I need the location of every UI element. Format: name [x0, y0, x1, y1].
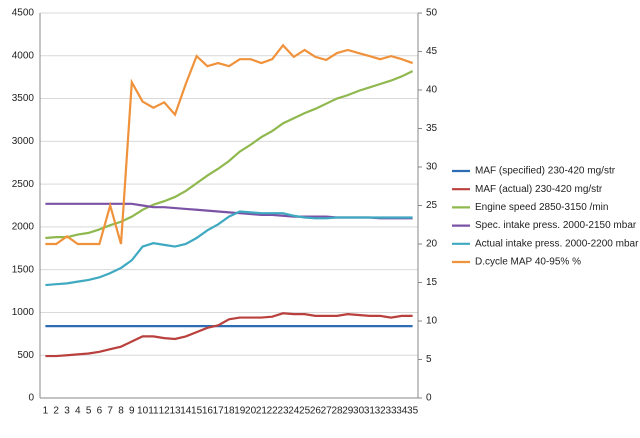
- series-line: [45, 70, 414, 240]
- y-tick-label: 4500: [12, 8, 35, 19]
- x-tick-label: 28: [331, 406, 343, 417]
- y-tick-label: 2500: [12, 179, 35, 190]
- y2-tick-label: 15: [426, 277, 438, 288]
- legend-label: MAF (actual) 230-420 mg/str: [475, 184, 603, 195]
- y2-tick-label: 35: [426, 123, 438, 134]
- y2-tick-label: 5: [426, 354, 432, 365]
- x-tick-label: 16: [202, 406, 214, 417]
- x-tick-label: 21: [256, 406, 268, 417]
- y-tick-label: 0: [28, 393, 34, 404]
- series-line: [45, 312, 413, 358]
- x-tick-label: 32: [375, 406, 387, 417]
- x-tick-label: 9: [129, 406, 135, 417]
- x-tick-label: 23: [277, 406, 289, 417]
- x-tick-label: 17: [213, 406, 225, 417]
- x-tick-label: 2: [53, 406, 59, 417]
- x-tick-label: 11: [148, 406, 159, 417]
- y2-tick-label: 45: [426, 46, 438, 57]
- legend-label: Engine speed 2850-3150 /min: [475, 202, 608, 213]
- x-tick-label: 22: [267, 406, 279, 417]
- x-tick-label: 5: [86, 406, 92, 417]
- x-tick-label: 7: [107, 406, 113, 417]
- x-tick-label: 12: [159, 406, 171, 417]
- legend-label: Actual intake press. 2000-2200 mbar: [475, 238, 639, 249]
- x-tick-label: 18: [223, 406, 235, 417]
- y-tick-label: 3000: [12, 136, 35, 147]
- y2-tick-label: 20: [426, 239, 438, 250]
- y2-tick-label: 50: [426, 8, 438, 19]
- y2-tick-label: 10: [426, 316, 438, 327]
- series-line: [45, 43, 413, 246]
- series-line: [45, 210, 413, 287]
- y-tick-label: 4000: [12, 50, 35, 61]
- x-tick-label: 33: [385, 406, 397, 417]
- x-tick-label: 24: [288, 406, 300, 417]
- x-tick-label: 13: [169, 406, 181, 417]
- legend-label: MAF (specified) 230-420 mg/str: [475, 166, 616, 177]
- y-tick-label: 2000: [12, 222, 35, 233]
- x-tick-label: 20: [245, 406, 257, 417]
- x-tick-label: 34: [396, 406, 408, 417]
- x-tick-label: 4: [75, 406, 81, 417]
- x-tick-label: 15: [191, 406, 203, 417]
- y2-tick-label: 40: [426, 85, 438, 96]
- y-tick-label: 3500: [12, 93, 35, 104]
- y-tick-label: 1500: [12, 264, 35, 275]
- x-tick-label: 35: [407, 406, 419, 417]
- x-tick-label: 29: [342, 406, 354, 417]
- x-tick-label: 8: [118, 406, 124, 417]
- legend-label: D.cycle MAP 40-95% %: [475, 257, 581, 268]
- x-tick-label: 26: [310, 406, 322, 417]
- legend-label: Spec. intake press. 2000-2150 mbar: [475, 220, 637, 231]
- y2-tick-label: 30: [426, 162, 438, 173]
- y2-tick-label: 25: [426, 200, 438, 211]
- y-tick-label: 1000: [12, 307, 35, 318]
- x-tick-label: 3: [64, 406, 70, 417]
- y2-tick-label: 0: [426, 393, 432, 404]
- x-tick-label: 30: [353, 406, 365, 417]
- x-tick-label: 27: [321, 406, 333, 417]
- x-tick-label: 19: [234, 406, 246, 417]
- y-tick-label: 500: [17, 350, 34, 361]
- x-tick-label: 10: [137, 406, 149, 417]
- x-tick-label: 14: [180, 406, 192, 417]
- x-tick-label: 6: [97, 406, 103, 417]
- x-tick-label: 31: [364, 406, 376, 417]
- x-tick-label: 25: [299, 406, 311, 417]
- x-tick-label: 1: [43, 406, 49, 417]
